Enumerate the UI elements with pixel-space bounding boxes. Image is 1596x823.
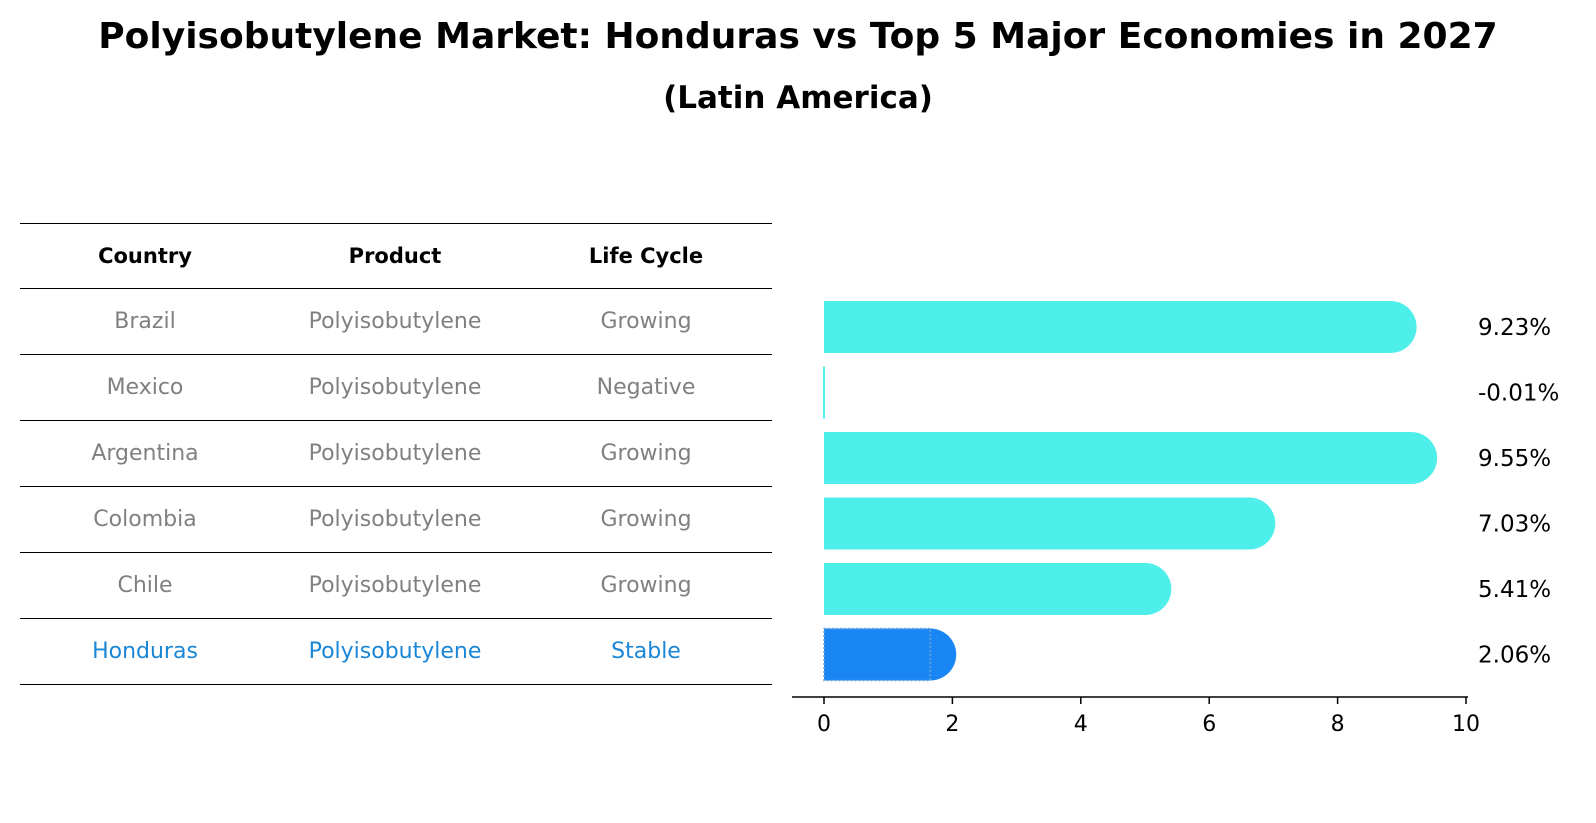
value-label-brazil: 9.23% <box>1478 315 1551 341</box>
cell-life-cycle: Growing <box>600 507 692 532</box>
x-tick-label-0: 0 <box>817 712 831 737</box>
header-country: Country <box>98 244 192 268</box>
bar-chile <box>824 563 1172 615</box>
table-row: Brazil Polyisobutylene Growing <box>20 289 772 355</box>
x-tick-label-6: 6 <box>1202 712 1216 737</box>
cell-life-cycle: Growing <box>600 441 692 466</box>
table-row: Colombia Polyisobutylene Growing <box>20 487 772 553</box>
header-life-cycle: Life Cycle <box>588 244 704 268</box>
cell-country: Honduras <box>92 639 198 664</box>
bar-colombia <box>824 497 1276 550</box>
cell-product: Polyisobutylene <box>308 573 482 598</box>
value-label-argentina: 9.55% <box>1478 446 1551 472</box>
cell-life-cycle: Stable <box>611 639 681 664</box>
value-label-chile: 5.41% <box>1478 577 1551 603</box>
cell-country: Chile <box>117 573 173 598</box>
cell-product: Polyisobutylene <box>308 639 482 664</box>
table-header-row: Country Product Life Cycle <box>20 223 772 289</box>
cell-country: Colombia <box>93 507 197 532</box>
value-label-mexico: -0.01% <box>1478 381 1559 407</box>
bar-argentina <box>824 432 1438 484</box>
cell-product: Polyisobutylene <box>308 441 482 466</box>
table-row: Chile Polyisobutylene Growing <box>20 553 772 619</box>
value-label-colombia: 7.03% <box>1478 512 1551 538</box>
cell-country: Brazil <box>114 309 176 334</box>
bar-outline-honduras <box>823 627 932 682</box>
table-row-highlight: Honduras Polyisobutylene Stable <box>20 619 772 685</box>
bar-honduras <box>824 628 957 681</box>
data-table: Country Product Life Cycle Brazil Polyis… <box>20 223 772 685</box>
cell-life-cycle: Growing <box>600 573 692 598</box>
cell-country: Argentina <box>91 441 199 466</box>
value-label-honduras: 2.06% <box>1478 643 1551 669</box>
cell-product: Polyisobutylene <box>308 309 482 334</box>
x-tick-label-10: 10 <box>1452 712 1480 737</box>
cell-product: Polyisobutylene <box>308 375 482 400</box>
x-tick-label-4: 4 <box>1074 712 1088 737</box>
chart-title: Polyisobutylene Market: Honduras vs Top … <box>98 16 1498 57</box>
bar-mexico <box>823 366 825 419</box>
cell-life-cycle: Negative <box>596 375 696 400</box>
cell-product: Polyisobutylene <box>308 507 482 532</box>
chart-subtitle: (Latin America) <box>663 80 933 116</box>
table-row: Argentina Polyisobutylene Growing <box>20 421 772 487</box>
x-tick-label-2: 2 <box>945 712 959 737</box>
cell-country: Mexico <box>106 375 184 400</box>
cell-life-cycle: Growing <box>600 309 692 334</box>
bar-brazil <box>824 301 1417 353</box>
header-product: Product <box>348 244 442 268</box>
x-tick-label-8: 8 <box>1331 712 1345 737</box>
table-row: Mexico Polyisobutylene Negative <box>20 355 772 421</box>
